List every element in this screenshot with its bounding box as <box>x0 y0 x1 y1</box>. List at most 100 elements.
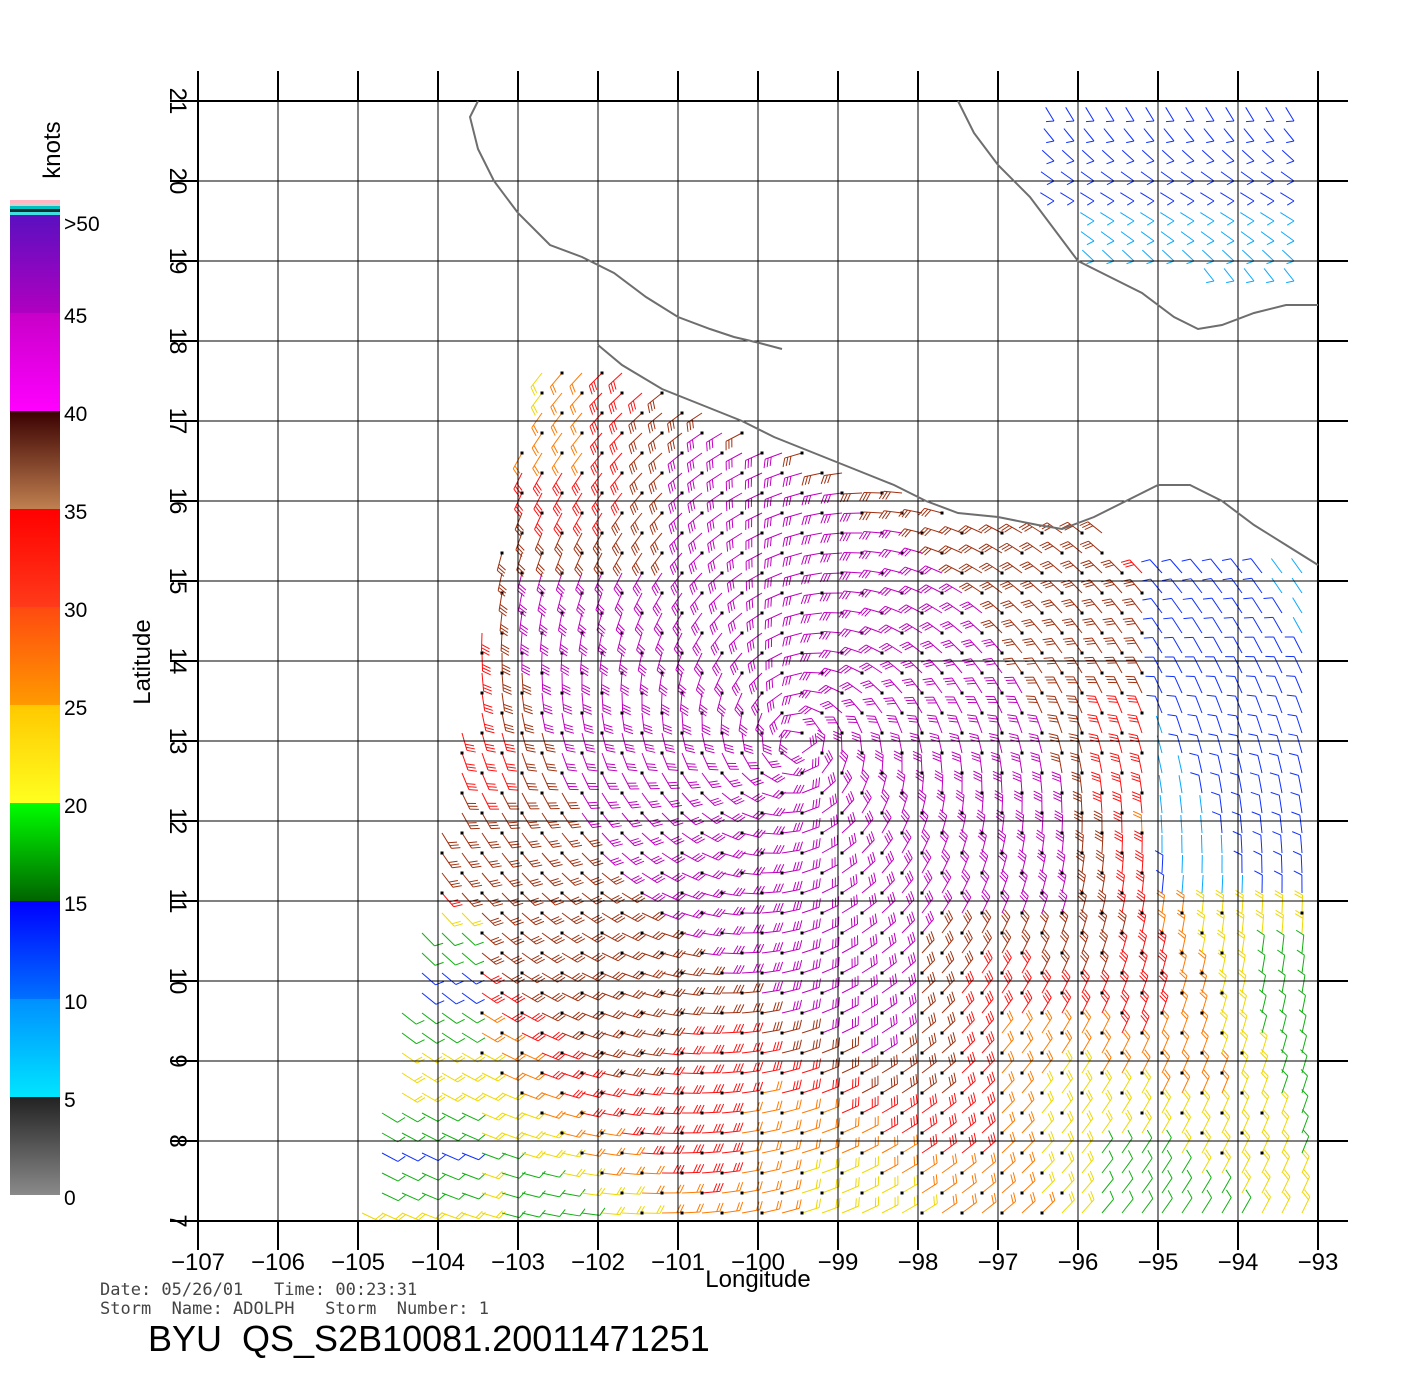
wind-barb <box>1295 929 1305 954</box>
barb-feather <box>952 757 961 763</box>
wind-barb <box>441 972 465 985</box>
barb-feather <box>557 995 566 1002</box>
wind-barb <box>1258 989 1267 1014</box>
barb-feather <box>818 1178 822 1188</box>
barb-feather <box>954 1153 958 1163</box>
barb-feather <box>551 935 560 941</box>
wind-barb <box>821 876 839 894</box>
wind-barb <box>780 1179 802 1195</box>
barb-feather <box>667 781 677 784</box>
barb-shaft <box>1298 795 1303 814</box>
barb-feather <box>1045 969 1052 978</box>
barb-feather <box>1304 1189 1311 1198</box>
wind-barb <box>680 1203 705 1215</box>
barb-feather <box>1040 935 1048 943</box>
wind-barb <box>660 910 686 920</box>
barb-feather <box>1160 969 1168 977</box>
barb-feather <box>1303 1169 1310 1177</box>
barb-feather <box>570 823 580 826</box>
barb-feather <box>534 1033 543 1040</box>
wind-barb <box>1001 1050 1015 1074</box>
barb-feather <box>437 1096 446 1103</box>
wind-barb <box>701 772 722 789</box>
barb-feather <box>693 1164 698 1173</box>
barb-feather <box>1239 1032 1247 1040</box>
barb-feather <box>1130 758 1140 763</box>
barb-feather <box>716 1084 722 1093</box>
wind-barb <box>1158 949 1168 975</box>
barb-feather <box>1110 771 1120 776</box>
barb-feather <box>835 998 837 1008</box>
barb-feather <box>474 1074 483 1081</box>
legend-label: 15 <box>64 893 87 916</box>
barb-feather <box>417 1174 426 1182</box>
barb-flag-dot <box>700 1151 704 1155</box>
barb-feather <box>893 1076 896 1086</box>
barb-flag-dot <box>1000 931 1004 935</box>
barb-feather <box>936 1194 938 1204</box>
barb-feather <box>953 1092 957 1102</box>
barb-feather <box>587 801 597 804</box>
barb-flag-dot <box>900 911 904 915</box>
wind-barb <box>501 1131 526 1140</box>
barb-feather <box>1012 777 1022 782</box>
barb-feather <box>1262 1152 1269 1161</box>
wind-barb <box>1239 1029 1249 1055</box>
barb-feather <box>792 881 797 891</box>
wind-barb <box>1020 1131 1036 1155</box>
barb-feather <box>736 1182 741 1192</box>
barb-feather <box>866 835 871 845</box>
barb-flag-dot <box>1260 1111 1264 1115</box>
barb-flag-dot <box>800 891 804 895</box>
barb-feather <box>533 937 542 943</box>
wind-barb <box>1061 989 1072 1014</box>
barb-flag-dot <box>1000 891 1004 895</box>
barb-shaft <box>1258 795 1263 814</box>
barb-flag-dot <box>880 1131 884 1135</box>
wind-barb <box>901 1074 918 1094</box>
wind-barb <box>441 952 464 966</box>
barb-feather <box>438 1193 446 1201</box>
legend-cap-stripe <box>10 200 60 203</box>
barb-feather <box>557 1015 566 1022</box>
barb-feather <box>812 1060 815 1070</box>
barb-feather <box>618 992 626 1000</box>
barb-feather <box>1184 1089 1191 1098</box>
barb-feather <box>1046 1073 1052 1082</box>
barb-feather <box>948 1076 952 1086</box>
barb-feather <box>872 915 875 925</box>
wind-barb <box>1160 1069 1171 1095</box>
wind-barb <box>701 1163 724 1174</box>
barb-flag-dot <box>560 971 564 975</box>
barb-feather <box>713 1163 718 1173</box>
wind-barb <box>540 951 566 964</box>
barb-flag-dot <box>920 1091 924 1095</box>
barb-feather <box>1163 1049 1171 1058</box>
barb-flag-dot <box>640 1051 644 1055</box>
wind-barb <box>1120 1029 1131 1055</box>
wind-barb <box>900 890 915 915</box>
barb-feather <box>454 1055 463 1062</box>
barb-feather <box>512 846 522 849</box>
barb-flag-dot <box>1180 1071 1184 1075</box>
barb-feather <box>696 1203 701 1213</box>
barb-feather <box>1218 972 1226 980</box>
wind-barb <box>1269 772 1283 794</box>
barb-flag-dot <box>780 1151 784 1155</box>
barb-feather <box>835 1058 838 1068</box>
barb-flag-dot <box>780 951 784 955</box>
wind-barb <box>1289 772 1303 794</box>
wind-barb <box>1021 1192 1036 1214</box>
barb-feather <box>639 1030 646 1038</box>
barb-flag-dot <box>720 931 724 935</box>
barb-feather <box>490 956 500 961</box>
wind-barb <box>740 983 764 995</box>
wind-barb <box>841 1096 860 1114</box>
barb-feather <box>739 1201 744 1211</box>
barb-feather <box>795 1100 799 1110</box>
barb-feather <box>906 916 911 925</box>
barb-feather <box>1051 771 1061 776</box>
barb-flag-dot <box>1220 991 1224 995</box>
barb-feather <box>932 1155 935 1165</box>
wind-barb <box>820 1137 841 1155</box>
